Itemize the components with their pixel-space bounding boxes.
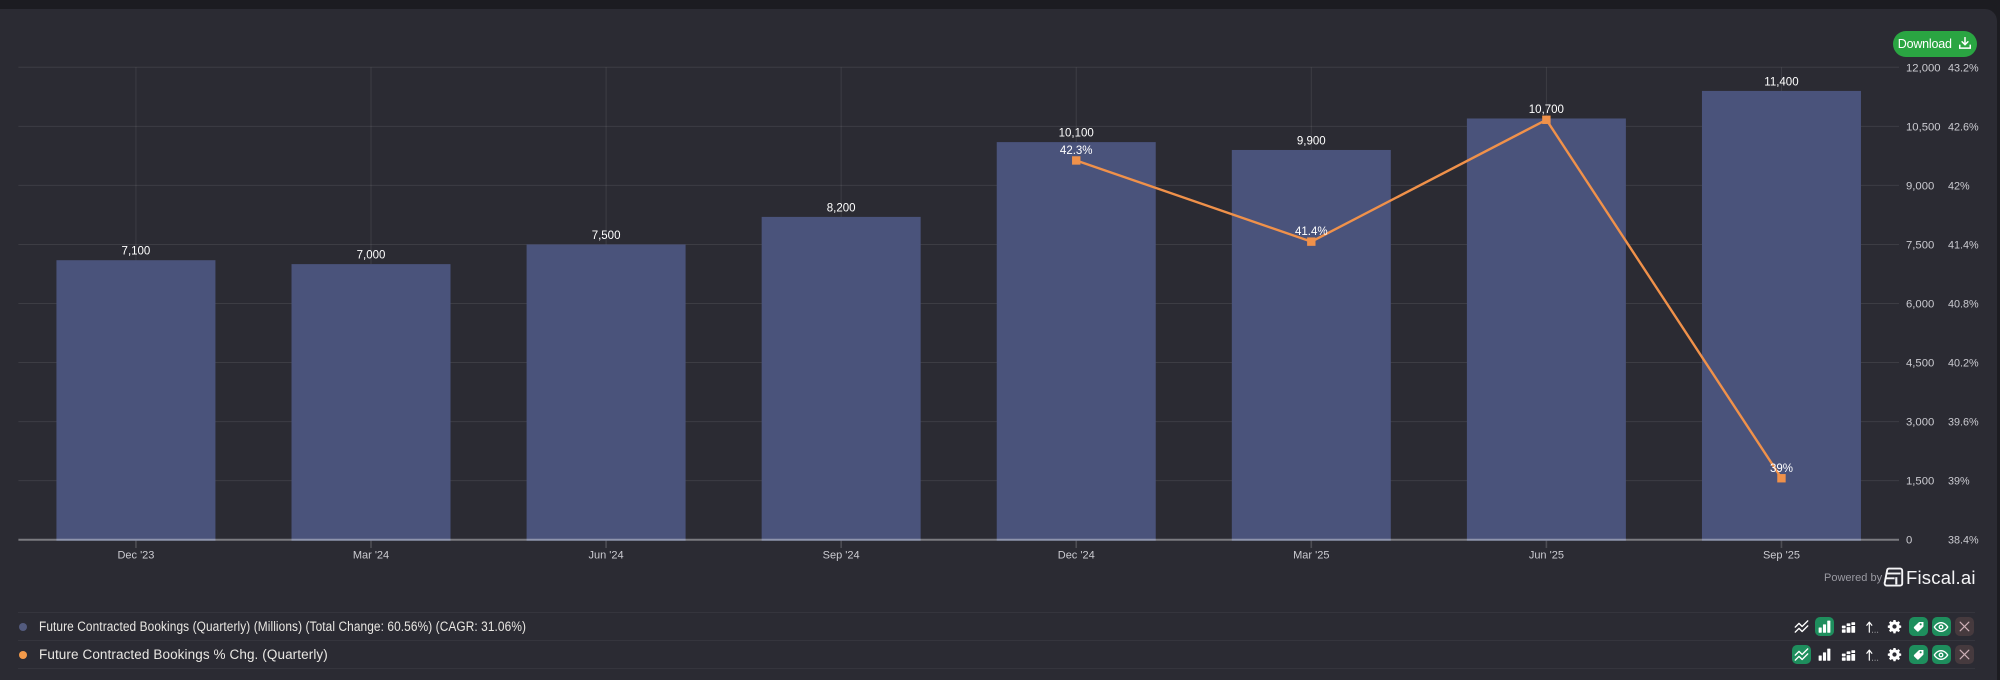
svg-text:40.2%: 40.2%	[1948, 358, 1979, 370]
svg-text:Dec '24: Dec '24	[1058, 550, 1095, 562]
svg-text:39%: 39%	[1948, 476, 1970, 488]
svg-text:Sep '24: Sep '24	[823, 550, 860, 562]
svg-text:42.3%: 42.3%	[1060, 145, 1093, 157]
svg-text:7,500: 7,500	[592, 230, 621, 242]
svg-text:Sep '25: Sep '25	[1763, 550, 1800, 562]
svg-text:8,200: 8,200	[827, 202, 856, 214]
svg-text:9,000: 9,000	[1906, 180, 1934, 192]
svg-text:10,700: 10,700	[1529, 104, 1564, 116]
svg-text:39.6%: 39.6%	[1948, 417, 1979, 429]
svg-text:1,500: 1,500	[1906, 476, 1934, 488]
svg-text:43.2%: 43.2%	[1948, 62, 1979, 74]
svg-text:Mar '25: Mar '25	[1293, 550, 1329, 562]
svg-text:12,000: 12,000	[1906, 62, 1941, 74]
svg-text:3,000: 3,000	[1906, 417, 1934, 429]
svg-text:7,000: 7,000	[357, 250, 386, 262]
svg-text:Jun '25: Jun '25	[1529, 550, 1564, 562]
svg-text:41.4%: 41.4%	[1948, 239, 1979, 251]
svg-text:39%: 39%	[1770, 463, 1793, 475]
svg-text:Mar '24: Mar '24	[353, 550, 389, 562]
svg-text:42.6%: 42.6%	[1948, 121, 1979, 133]
svg-text:7,500: 7,500	[1906, 239, 1934, 251]
svg-text:0: 0	[1906, 535, 1912, 547]
svg-text:7,100: 7,100	[122, 246, 151, 258]
svg-text:Jun '24: Jun '24	[589, 550, 624, 562]
svg-text:10,500: 10,500	[1906, 121, 1941, 133]
svg-text:Dec '23: Dec '23	[117, 550, 154, 562]
svg-text:42%: 42%	[1948, 180, 1970, 192]
svg-text:6,000: 6,000	[1906, 299, 1934, 311]
svg-text:4,500: 4,500	[1906, 358, 1934, 370]
svg-text:41.4%: 41.4%	[1295, 226, 1328, 238]
svg-text:9,900: 9,900	[1297, 135, 1326, 147]
svg-text:40.8%: 40.8%	[1948, 299, 1979, 311]
svg-text:11,400: 11,400	[1764, 76, 1798, 88]
svg-text:38.4%: 38.4%	[1948, 535, 1979, 547]
svg-text:10,100: 10,100	[1059, 128, 1094, 140]
